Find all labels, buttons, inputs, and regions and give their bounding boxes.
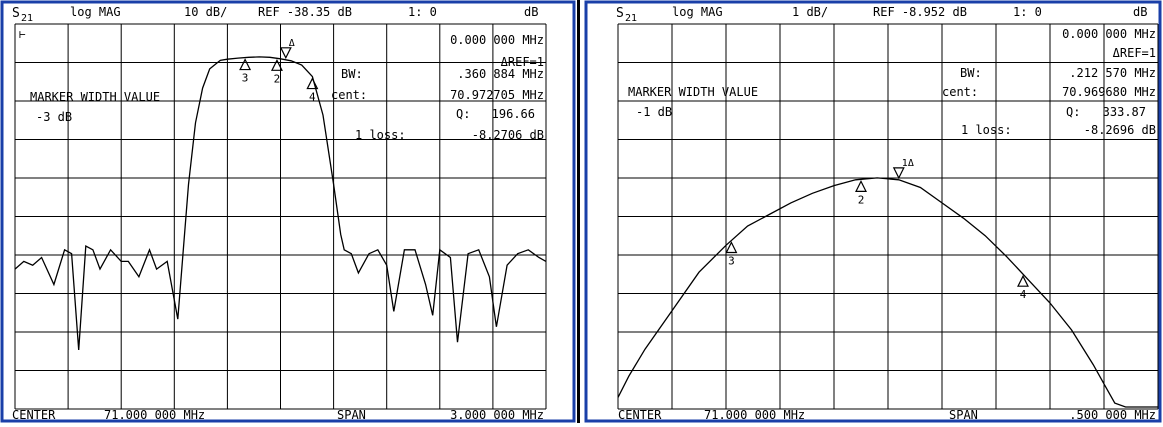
right-format: log MAG [672, 5, 723, 19]
left-trace-layer: Δ 2 3 4 [14, 38, 547, 350]
right-loss-label: 1 loss: [961, 123, 1012, 137]
right-loss-value: -8.2696 dB [1084, 123, 1156, 137]
right-marker-freq: 0.000 000 MHz [1062, 27, 1156, 41]
left-marker-3-label: 3 [242, 72, 249, 85]
left-display: S 21 log MAG 10 dB/ REF -38.35 dB 1: 0 d… [0, 0, 576, 423]
left-param-main: S [12, 6, 20, 21]
left-frame [0, 0, 576, 423]
right-scale: 1 dB/ [792, 5, 828, 19]
left-loss-label: 1 loss: [355, 128, 406, 142]
left-marker-width-value: -3 dB [36, 110, 72, 124]
left-center-label: CENTER [12, 408, 56, 422]
left-marker-2-label: 2 [274, 72, 281, 85]
right-marker-width-title: MARKER WIDTH VALUE [628, 85, 758, 99]
left-center-value: 71.000 000 MHz [104, 408, 205, 422]
left-ref: REF -38.35 dB [258, 5, 352, 19]
right-ref: REF -8.952 dB [873, 5, 967, 19]
left-grid [14, 23, 547, 410]
right-grid [617, 23, 1159, 410]
left-corner-mark: ⊢ [19, 28, 26, 41]
right-marker-4-label: 4 [1020, 288, 1027, 301]
left-marker-Δ-label: Δ [289, 38, 295, 49]
right-marker-3-glyph [725, 241, 738, 254]
left-marker-Δ-glyph [279, 47, 292, 60]
left-bw-value: .360 884 MHz [457, 67, 544, 81]
panel-divider [577, 0, 580, 423]
right-trace-layer: 1Δ 2 3 4 [617, 158, 1158, 408]
right-center-label: CENTER [618, 408, 662, 422]
right-span-label: SPAN [949, 408, 978, 422]
right-display: S 21 log MAG 1 dB/ REF -8.952 dB 1: 0 dB… [584, 0, 1162, 423]
right-marker-2-label: 2 [858, 193, 865, 206]
right-cent-value: 70.969680 MHz [1062, 85, 1156, 99]
right-marker-2-glyph [855, 180, 867, 192]
left-delta-ref: ΔREF=1 [501, 55, 544, 69]
left-marker-width-title: MARKER WIDTH VALUE [30, 90, 160, 104]
right-analyzer-panel: S 21 log MAG 1 dB/ REF -8.952 dB 1: 0 dB… [580, 0, 1163, 423]
left-scale: 10 dB/ [184, 5, 227, 19]
right-unit: dB [1133, 5, 1147, 19]
left-format: log MAG [70, 5, 121, 19]
left-trace-line [14, 56, 547, 350]
left-q-value: 196.66 [492, 107, 535, 121]
right-span-value: .500 000 MHz [1069, 408, 1156, 422]
right-delta-ref: ΔREF=1 [1113, 46, 1156, 60]
right-trace-line [617, 177, 1158, 408]
left-marker-2-glyph [270, 58, 283, 71]
left-param-sub: 21 [21, 13, 33, 24]
right-frame [584, 0, 1162, 423]
right-param-sub: 21 [625, 13, 637, 24]
left-span-value: 3.000 000 MHz [450, 408, 544, 422]
right-marker-4-glyph [1017, 274, 1029, 287]
left-cent-value: 70.972705 MHz [450, 88, 544, 102]
right-q-value: 333.87 [1103, 105, 1146, 119]
right-marker-1Δ-glyph [892, 167, 905, 180]
left-q-label: Q: [456, 107, 470, 121]
left-unit: dB [524, 5, 538, 19]
right-param-main: S [616, 6, 624, 21]
right-marker-1Δ-label: 1Δ [902, 158, 914, 169]
left-channel: 1: 0 [408, 5, 437, 19]
right-bw-value: .212 570 MHz [1069, 66, 1156, 80]
left-bw-label: BW: [341, 67, 363, 81]
right-marker-width-value: -1 dB [636, 105, 672, 119]
left-marker-4-glyph [306, 77, 319, 90]
left-marker-freq: 0.000 000 MHz [450, 33, 544, 47]
left-cent-label: cent: [331, 88, 367, 102]
left-marker-3-glyph [239, 58, 252, 71]
right-center-value: 71.000 000 MHz [704, 408, 805, 422]
right-marker-3-label: 3 [728, 254, 735, 267]
right-channel: 1: 0 [1013, 5, 1042, 19]
right-cent-label: cent: [942, 85, 978, 99]
left-span-label: SPAN [337, 408, 366, 422]
left-marker-4-label: 4 [309, 91, 316, 104]
left-analyzer-panel: S 21 log MAG 10 dB/ REF -38.35 dB 1: 0 d… [0, 0, 576, 423]
right-bw-label: BW: [960, 66, 982, 80]
left-loss-value: -8.2706 dB [472, 128, 544, 142]
right-q-label: Q: [1066, 105, 1080, 119]
